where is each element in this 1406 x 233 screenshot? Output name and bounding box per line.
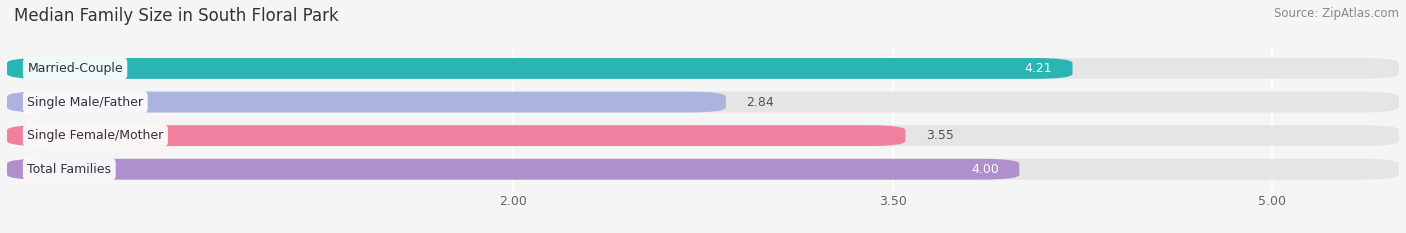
Text: Single Female/Mother: Single Female/Mother bbox=[27, 129, 163, 142]
FancyBboxPatch shape bbox=[7, 125, 1399, 146]
Text: 4.21: 4.21 bbox=[1025, 62, 1052, 75]
FancyBboxPatch shape bbox=[7, 92, 1399, 113]
FancyBboxPatch shape bbox=[7, 159, 1019, 180]
Text: Total Families: Total Families bbox=[27, 163, 111, 176]
Text: 2.84: 2.84 bbox=[747, 96, 773, 109]
Text: Single Male/Father: Single Male/Father bbox=[27, 96, 143, 109]
Text: Married-Couple: Married-Couple bbox=[27, 62, 122, 75]
FancyBboxPatch shape bbox=[7, 58, 1073, 79]
Text: Median Family Size in South Floral Park: Median Family Size in South Floral Park bbox=[14, 7, 339, 25]
FancyBboxPatch shape bbox=[7, 159, 1399, 180]
Text: 4.00: 4.00 bbox=[972, 163, 1000, 176]
FancyBboxPatch shape bbox=[7, 125, 905, 146]
Text: 3.55: 3.55 bbox=[925, 129, 953, 142]
FancyBboxPatch shape bbox=[7, 92, 725, 113]
FancyBboxPatch shape bbox=[7, 58, 1399, 79]
Text: Source: ZipAtlas.com: Source: ZipAtlas.com bbox=[1274, 7, 1399, 20]
